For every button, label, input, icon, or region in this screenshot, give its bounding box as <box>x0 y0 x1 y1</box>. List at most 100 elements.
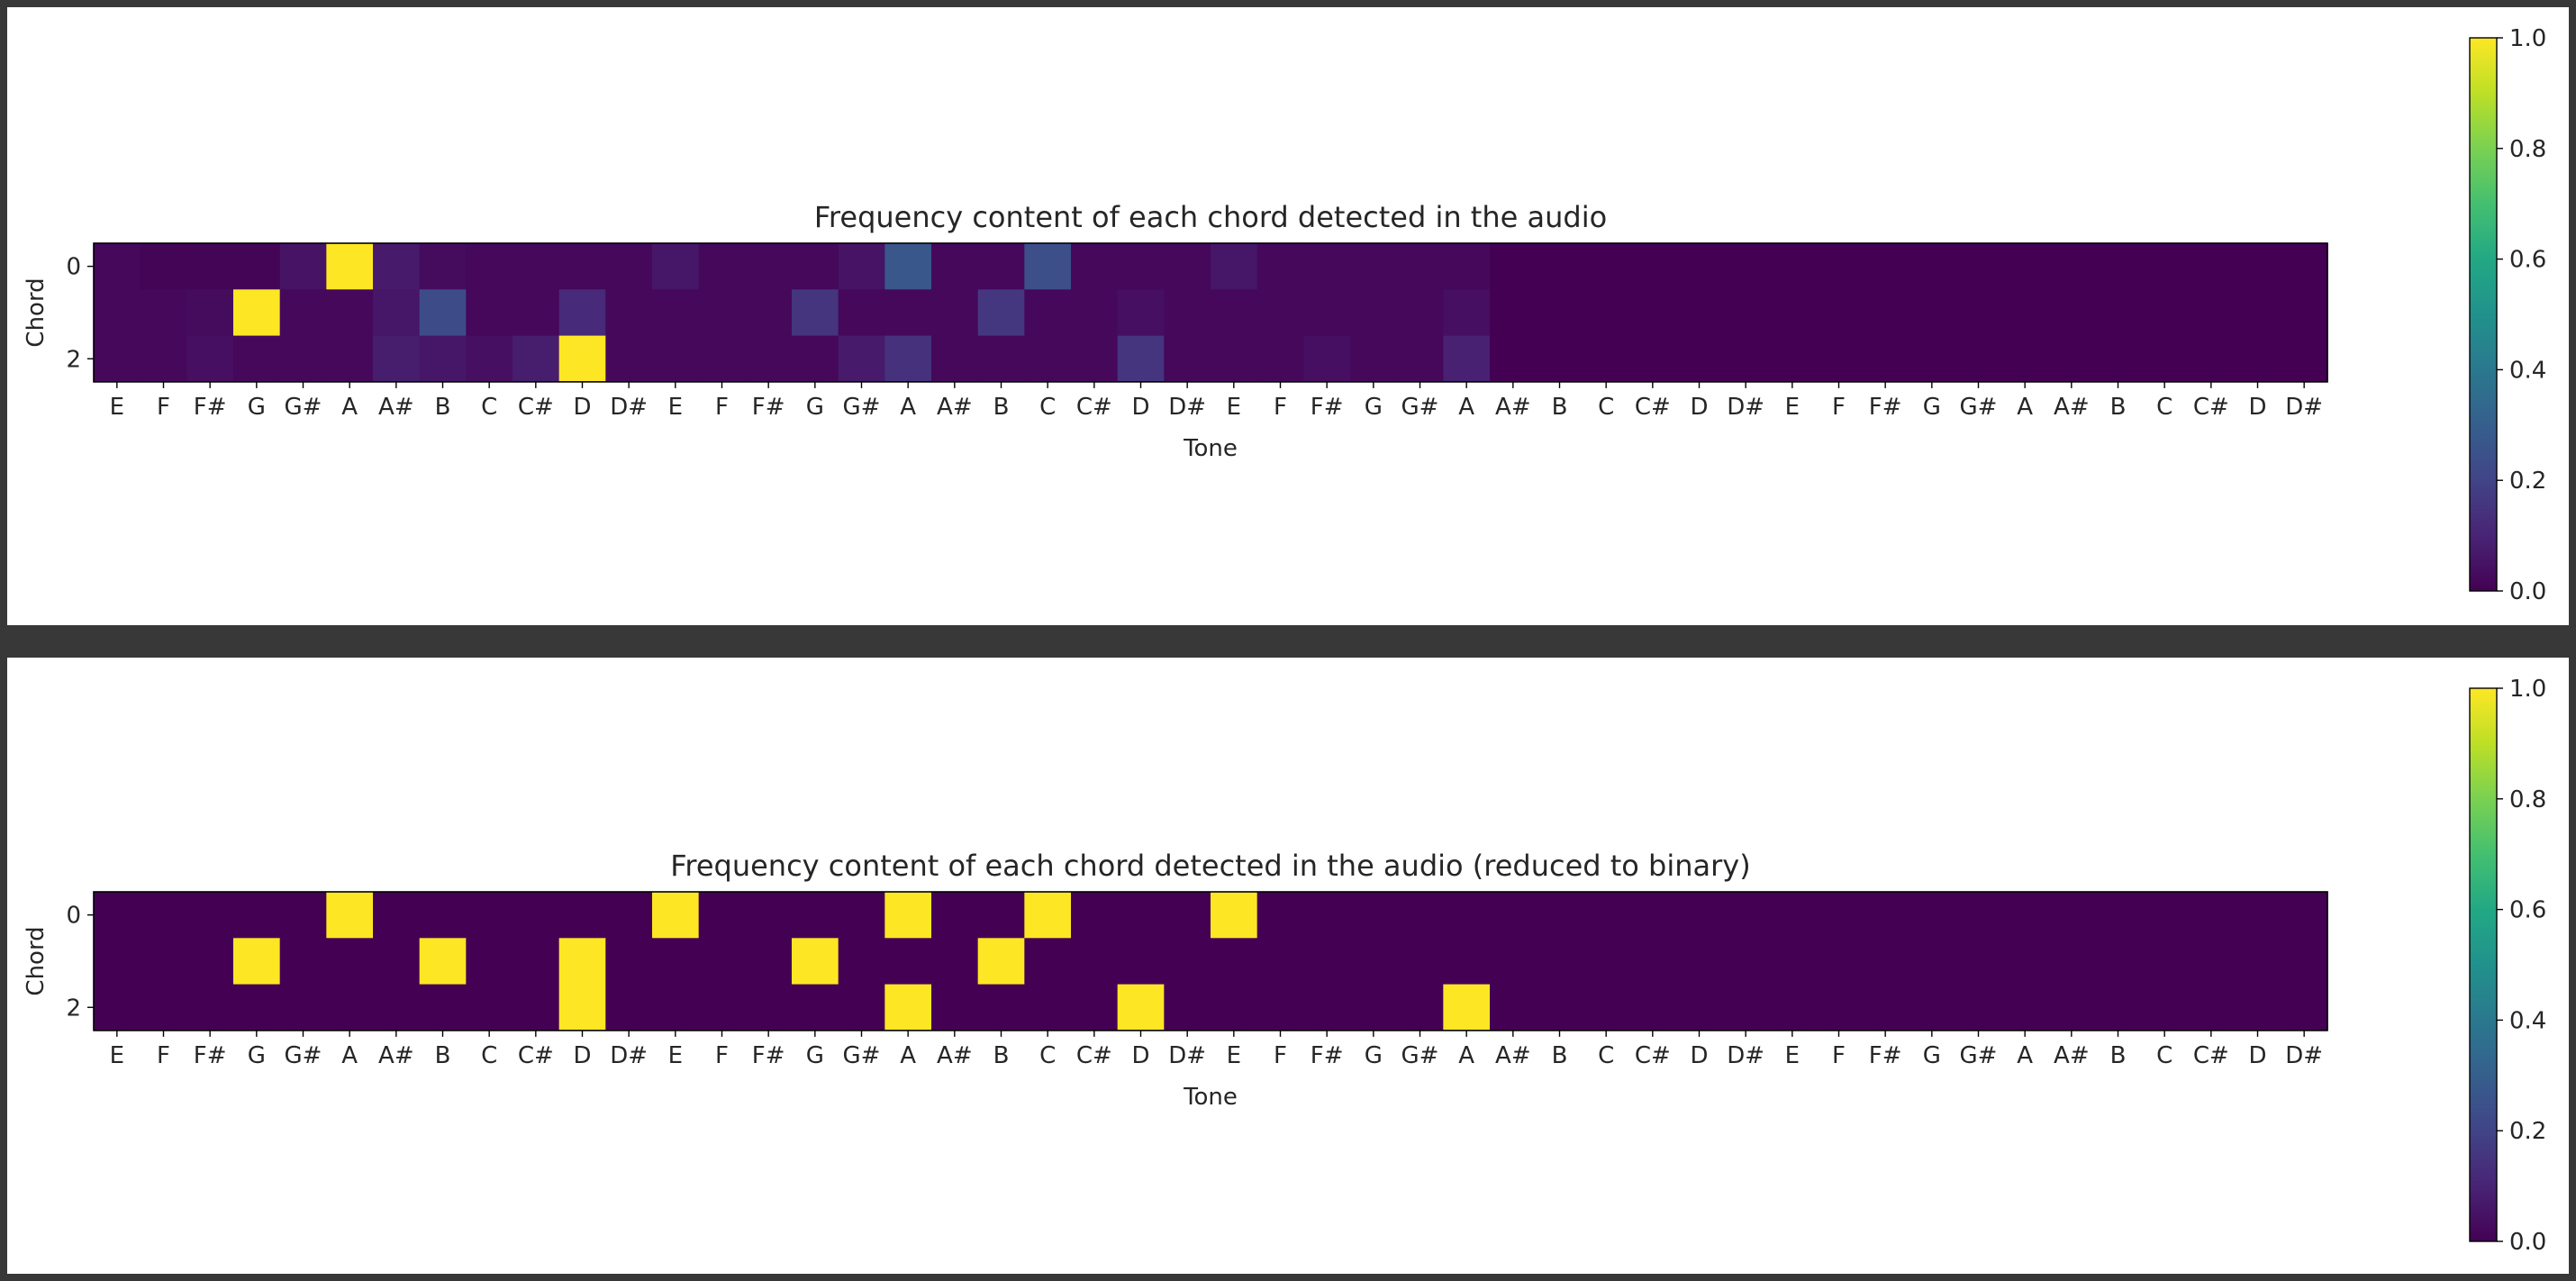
heatmap-cell <box>977 289 1025 337</box>
heatmap-cell <box>652 984 700 1031</box>
heatmap-cell <box>2188 984 2236 1031</box>
x-tick-label: A# <box>1495 394 1531 421</box>
x-tick-label: C# <box>518 394 554 421</box>
heatmap-cell <box>1071 243 1119 290</box>
heatmap-cell <box>279 984 327 1031</box>
colorbar <box>2469 687 2498 1242</box>
heatmap-cell <box>1955 243 2002 290</box>
heatmap-cell <box>1769 892 1817 939</box>
heatmap-cell <box>94 335 141 383</box>
heatmap-cell <box>2234 243 2281 290</box>
heatmap-cell <box>94 938 141 986</box>
heatmap-cell <box>279 289 327 337</box>
heatmap-cell <box>1955 984 2002 1031</box>
heatmap-cell <box>373 938 421 986</box>
heatmap-cell <box>1164 892 1211 939</box>
heatmap-cell <box>1443 892 1491 939</box>
heatmap-cell <box>1769 938 1817 986</box>
x-tick-label: G# <box>285 1042 322 1069</box>
heatmap-cell <box>605 289 653 337</box>
heatmap-cell <box>1443 289 1491 337</box>
heatmap-cell <box>2141 289 2189 337</box>
heatmap-cell <box>1862 984 1909 1031</box>
heatmap-cell <box>233 938 281 986</box>
heatmap-cell <box>466 289 513 337</box>
heatmap-cell <box>94 892 141 939</box>
x-tick-label: C# <box>1635 1042 1671 1069</box>
x-tick-label: G# <box>1401 394 1439 421</box>
x-tick-label: A <box>341 394 358 421</box>
x-tick-label: F# <box>1311 394 1344 421</box>
x-tick-label: C <box>2156 1042 2172 1069</box>
heatmap-cell <box>1303 335 1351 383</box>
heatmap-cell <box>1769 984 1817 1031</box>
heatmap-cell <box>1862 289 1909 337</box>
x-tick-label: E <box>1227 394 1241 421</box>
heatmap-cell <box>1303 938 1351 986</box>
heatmap-cell <box>2281 938 2328 986</box>
heatmap-cell <box>2048 289 2096 337</box>
heatmap-cell <box>838 892 885 939</box>
x-tick-label: C# <box>1076 1042 1112 1069</box>
heatmap-panel-binary: Frequency content of each chord detected… <box>7 658 2569 1274</box>
heatmap-cell <box>652 892 700 939</box>
heatmap-cell <box>838 243 885 290</box>
heatmap-cell <box>1675 892 1723 939</box>
heatmap-cell <box>1164 335 1211 383</box>
heatmap-cell <box>419 892 467 939</box>
x-tick-label: C# <box>518 1042 554 1069</box>
heatmap-cell <box>977 335 1025 383</box>
heatmap-cell <box>94 289 141 337</box>
colorbar-tick-label: 0.4 <box>2509 357 2546 384</box>
x-tick-label: D# <box>1727 394 1764 421</box>
heatmap-cell <box>1256 335 1304 383</box>
heatmap-cell <box>2234 938 2281 986</box>
heatmap-cell <box>373 335 421 383</box>
heatmap-cell <box>94 984 141 1031</box>
heatmap-cell <box>1629 243 1677 290</box>
heatmap-cell <box>1815 335 1863 383</box>
x-tick-label: E <box>668 394 683 421</box>
heatmap-cell <box>1490 243 1537 290</box>
heatmap-cell <box>2234 335 2281 383</box>
heatmap-cell <box>977 938 1025 986</box>
x-tick-label: D# <box>610 394 648 421</box>
heatmap-cell <box>558 938 606 986</box>
x-tick-label: A# <box>1495 1042 1531 1069</box>
x-tick-label: C <box>481 1042 497 1069</box>
x-tick-label: D <box>1131 1042 1149 1069</box>
heatmap-cell <box>373 984 421 1031</box>
heatmap-cell <box>419 938 467 986</box>
heatmap-cell <box>1815 984 1863 1031</box>
heatmap-cell <box>2094 892 2142 939</box>
x-tick-label: G# <box>1960 1042 1998 1069</box>
heatmap-cell <box>698 335 746 383</box>
x-tick-label: D <box>1690 394 1708 421</box>
heatmap-cell <box>2141 938 2189 986</box>
heatmap-cell <box>186 984 234 1031</box>
heatmap-cell <box>2001 984 2049 1031</box>
heatmap-cell <box>1350 335 1398 383</box>
heatmap-cell <box>2001 289 2049 337</box>
x-tick-label: C <box>2156 394 2172 421</box>
x-tick-label: A <box>900 394 916 421</box>
heatmap-cell <box>652 335 700 383</box>
heatmap-cell <box>931 243 979 290</box>
heatmap-cell <box>745 938 793 986</box>
heatmap-cell <box>2188 243 2236 290</box>
heatmap-cell <box>1815 289 1863 337</box>
heatmap-cell <box>605 892 653 939</box>
heatmap-cell <box>2281 335 2328 383</box>
x-tick-label: A <box>2017 394 2033 421</box>
heatmap-cell <box>2234 984 2281 1031</box>
heatmap-cell <box>326 892 374 939</box>
colorbar-tick-label: 0.0 <box>2509 1229 2546 1256</box>
heatmap-cell <box>419 243 467 290</box>
x-tick-label: F# <box>1869 1042 1902 1069</box>
x-tick-label: D <box>2248 1042 2266 1069</box>
heatmap-cell <box>1722 938 1770 986</box>
x-tick-label: A <box>1458 394 1474 421</box>
heatmap-cell <box>2048 892 2096 939</box>
heatmap-cell <box>2234 892 2281 939</box>
heatmap-cell <box>373 243 421 290</box>
